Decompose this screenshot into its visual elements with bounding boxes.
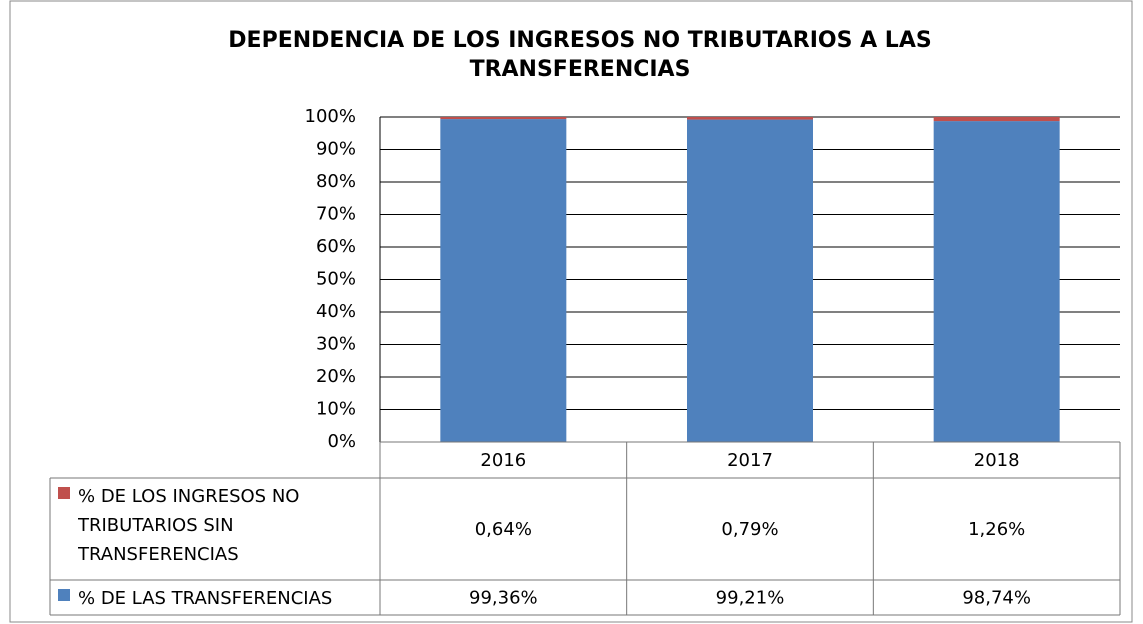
bar-segment bbox=[687, 117, 813, 120]
y-tick-label: 70% bbox=[316, 204, 356, 225]
x-tick-label: 2017 bbox=[727, 450, 773, 471]
bar-segment bbox=[440, 119, 567, 442]
legend-swatch bbox=[58, 487, 70, 499]
legend-label: % DE LOS INGRESOS NO TRIBUTARIOS SIN TRA… bbox=[78, 486, 300, 565]
y-tick-label: 40% bbox=[316, 301, 356, 322]
x-tick-label: 2016 bbox=[480, 450, 526, 471]
y-tick-label: 60% bbox=[316, 236, 356, 257]
data-label: 99,21% bbox=[716, 588, 785, 609]
y-tick-label: 50% bbox=[316, 269, 356, 290]
title-box: DEPENDENCIA DE LOS INGRESOS NO TRIBUTARI… bbox=[228, 28, 932, 82]
bar-segment bbox=[933, 121, 1060, 442]
chart-title: DEPENDENCIA DE LOS INGRESOS NO TRIBUTARI… bbox=[228, 28, 932, 82]
bar-segment bbox=[933, 117, 1060, 122]
y-tick-label: 10% bbox=[316, 399, 356, 420]
legend-swatch bbox=[58, 589, 70, 601]
bar-segment bbox=[687, 119, 813, 442]
x-tick-label: 2018 bbox=[974, 450, 1020, 471]
y-tick-label: 0% bbox=[327, 431, 356, 452]
legend-label-box: % DE LAS TRANSFERENCIAS bbox=[78, 588, 333, 609]
data-label: 0,79% bbox=[721, 519, 778, 540]
data-label: 1,26% bbox=[968, 519, 1025, 540]
y-tick-label: 30% bbox=[316, 334, 356, 355]
y-tick-label: 100% bbox=[305, 106, 356, 127]
data-label: 98,74% bbox=[962, 588, 1031, 609]
data-label: 99,36% bbox=[469, 588, 538, 609]
legend-label-box: % DE LOS INGRESOS NO TRIBUTARIOS SIN TRA… bbox=[78, 486, 300, 565]
legend-label: % DE LAS TRANSFERENCIAS bbox=[78, 588, 333, 609]
y-tick-label: 20% bbox=[316, 366, 356, 387]
y-tick-label: 90% bbox=[316, 139, 356, 160]
y-tick-label: 80% bbox=[316, 171, 356, 192]
bar-segment bbox=[440, 117, 567, 120]
data-label: 0,64% bbox=[475, 519, 532, 540]
